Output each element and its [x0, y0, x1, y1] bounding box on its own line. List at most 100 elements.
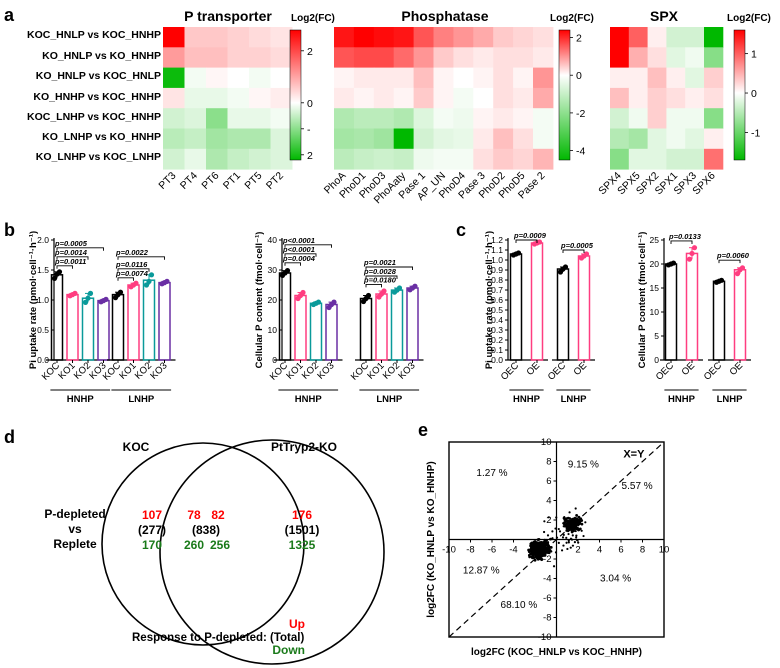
venn-circle-ko: [159, 439, 385, 665]
scatter-point: [552, 565, 556, 568]
heatmap-legend-tick: 1: [751, 49, 757, 61]
heatmap-cell: [493, 27, 514, 48]
y-tick-label: 0.4: [491, 315, 503, 325]
heatmap-cell: [206, 108, 228, 129]
y-tick-label: 0: [654, 355, 659, 365]
bar: [50, 274, 64, 361]
data-point: [300, 289, 306, 296]
heatmap-cell: [206, 67, 228, 89]
p-value-label: p=0.0021: [363, 258, 396, 267]
heatmap-cell: [704, 108, 724, 129]
scatter-point: [571, 534, 574, 537]
heatmap-cell: [270, 27, 293, 48]
heatmap-cell: [334, 67, 355, 89]
significance-bracket: [515, 239, 538, 243]
scatter-point: [577, 541, 580, 544]
heatmap-cell: [334, 27, 355, 48]
heatmap-cell: [610, 148, 630, 170]
heatmap-cell: [433, 87, 454, 109]
heatmap-cell: [373, 108, 395, 129]
scatter-point: [555, 516, 558, 519]
bar: [712, 280, 726, 361]
scatter-point: [566, 520, 570, 524]
significance-bracket: [670, 240, 693, 244]
heatmap-color-legend: [733, 29, 746, 161]
quadrant-percentage: 9.15 %: [568, 459, 599, 470]
heatmap-cell: [353, 27, 375, 48]
heatmap-cell: [628, 128, 649, 150]
scatter-point: [532, 542, 536, 546]
p-value-label: p=0.0060: [716, 251, 750, 260]
y-tick-label: 0.9: [491, 265, 503, 275]
scatter-point: [580, 529, 583, 532]
significance-bracket: [284, 253, 317, 257]
y-tick-label: 0.3: [491, 325, 503, 335]
data-point: [412, 283, 418, 289]
heatmap-cell: [628, 27, 649, 48]
scatter-point: [568, 511, 571, 514]
scatter-point: [533, 546, 536, 550]
data-point: [164, 278, 170, 284]
heatmap-cell: [163, 128, 185, 150]
y-tick-label: 0.6: [491, 295, 503, 305]
y-tick-label: 10: [541, 437, 552, 448]
x-tick-label: 8: [640, 545, 645, 556]
bar: [664, 263, 678, 361]
scatter-point: [567, 528, 571, 532]
heatmap-cell: [533, 67, 554, 89]
heatmap-cell: [647, 148, 667, 170]
scatter-point: [584, 521, 587, 524]
scatter-point: [570, 538, 574, 541]
venn-legend-up: Up: [289, 617, 305, 631]
heatmap-legend-label: Log2(FC): [550, 13, 594, 24]
scatter-point: [570, 526, 573, 530]
heatmap-cell: [334, 148, 355, 170]
bar: [577, 255, 591, 361]
scatter-point: [567, 525, 571, 529]
scatter-point: [540, 554, 543, 558]
heatmap-title: P transporter: [184, 8, 272, 24]
heatmap-cell: [453, 47, 474, 69]
heatmap-cell: [206, 27, 228, 48]
heatmap-cell: [393, 27, 415, 48]
data-point: [133, 280, 139, 286]
heatmap-cell: [685, 128, 705, 150]
significance-bracket: [718, 259, 741, 264]
heatmap-cell: [533, 27, 554, 48]
heatmap-cell: [628, 87, 649, 109]
y-tick-label: 30: [268, 265, 278, 275]
heatmap-cell: [206, 128, 228, 150]
quadrant-percentage: 3.04 %: [600, 573, 631, 584]
heatmap-cell: [666, 47, 686, 69]
quadrant-percentage: 12.87 %: [463, 566, 500, 577]
heatmap-cell: [249, 128, 271, 150]
scatter-point: [577, 518, 581, 522]
data-point: [689, 250, 695, 257]
heatmap-cell: [533, 108, 554, 129]
heatmap-cell: [227, 27, 250, 48]
venn-right-total: (1501): [285, 523, 320, 537]
scatter-point: [558, 530, 562, 533]
heatmap-cell: [393, 47, 415, 69]
heatmap-cell: [453, 108, 474, 129]
scatter-point: [572, 522, 576, 526]
heatmap-cell: [433, 47, 454, 69]
heatmap-cell: [685, 148, 705, 170]
data-point: [82, 299, 89, 305]
heatmap-cell: [473, 27, 494, 48]
heatmap-cell: [433, 67, 454, 89]
y-tick-label: -8: [543, 613, 551, 624]
heatmap-cell: [227, 87, 250, 109]
heatmap-cell: [413, 148, 434, 170]
scatter-point: [555, 536, 559, 539]
scatter-point: [530, 543, 533, 546]
scatter-point: [582, 534, 585, 538]
panel-label-d: d: [4, 427, 15, 447]
heatmap-title: SPX: [650, 8, 679, 24]
scatter-point: [566, 547, 569, 551]
heatmap-cell: [413, 87, 434, 109]
scatter-point: [580, 522, 584, 526]
heatmap-cell: [184, 27, 207, 48]
scatter-point: [547, 541, 550, 544]
heatmap-cell: [453, 128, 474, 150]
